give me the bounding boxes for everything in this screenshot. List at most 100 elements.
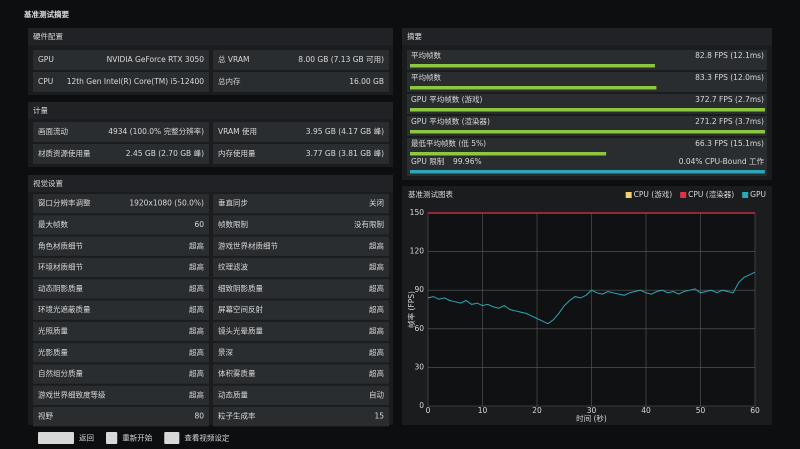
setting-label: 自然组分质量: [38, 368, 83, 378]
setting-value: 超高: [189, 262, 204, 272]
x-tick-label: 50: [696, 406, 706, 415]
setting-label: 游戏世界细致度等级: [38, 389, 106, 399]
y-tick-label: 90: [414, 285, 424, 294]
panel-title: 硬件配置: [33, 31, 63, 41]
y-tick-label: 150: [410, 208, 425, 217]
setting-label: 屏幕空间反射: [218, 304, 263, 314]
legend-label: GPU: [750, 190, 766, 199]
summary-label: GPU 限制: [411, 156, 444, 166]
setting-row: [213, 50, 389, 70]
setting-value: 超高: [369, 325, 384, 335]
fps-bar: [410, 86, 657, 90]
setting-label: 垂直同步: [218, 198, 248, 208]
summary-value: 372.7 FPS (2.7ms): [695, 95, 764, 104]
setting-label: 镜头光晕质量: [218, 325, 263, 335]
setting-value: 超高: [369, 240, 384, 250]
setting-value: 关闭: [369, 198, 384, 208]
setting-row: [33, 343, 209, 363]
footer-action: 重新开始: [122, 433, 152, 443]
setting-label: 窗口分辨率调整: [38, 198, 91, 208]
key-label: 撤离模式: [41, 433, 71, 443]
setting-row: [33, 300, 209, 320]
fps-bar: [410, 108, 765, 112]
setting-row: [213, 257, 389, 278]
setting-row: [33, 279, 209, 299]
footer-action: 返回: [79, 434, 94, 443]
setting-label: 环境光遮蔽质量: [38, 304, 91, 314]
setting-label: 细致阴影质量: [218, 283, 263, 293]
setting-row: [213, 279, 389, 299]
x-tick-label: 60: [750, 406, 760, 415]
panel-header: [402, 28, 772, 45]
setting-row: [213, 385, 389, 405]
gpu-limit-bar: [410, 170, 765, 174]
summary-label: 平均帧数: [411, 50, 441, 60]
fps-bar: [410, 130, 765, 134]
setting-value: 没有限制: [354, 219, 384, 229]
setting-label: 景深: [218, 348, 233, 357]
key-label: C: [109, 434, 114, 443]
setting-value: 超高: [189, 304, 204, 314]
setting-label: 环境材质细节: [38, 262, 83, 272]
setting-row: [213, 300, 389, 320]
setting-label: 内存使用量: [218, 148, 256, 158]
setting-row: [213, 144, 389, 164]
legend-swatch: [625, 192, 632, 198]
panel-header: [28, 28, 393, 45]
setting-value: 80: [194, 412, 204, 421]
setting-label: 画面流动: [38, 126, 68, 136]
legend-label: CPU (渲染器): [688, 189, 734, 199]
setting-label: 材质资源使用量: [38, 148, 91, 158]
y-tick-label: 30: [414, 362, 424, 371]
summary-value: 99.96%: [453, 157, 482, 166]
setting-value: 自动: [369, 389, 384, 399]
setting-label: 最大帧数: [38, 219, 68, 229]
y-tick-label: 120: [410, 247, 425, 256]
setting-row: [213, 321, 389, 342]
summary-value: 82.8 FPS (12.1ms): [695, 51, 764, 60]
setting-label: 动态阴影质量: [38, 283, 83, 293]
setting-value: 3.95 GB (4.17 GB 峰): [306, 126, 384, 136]
setting-row: [33, 194, 209, 214]
setting-row: [213, 194, 389, 214]
setting-row: [213, 215, 389, 235]
setting-value: 60: [194, 220, 204, 229]
key-badge: [106, 432, 118, 444]
panel-title: 计量: [33, 105, 48, 115]
y-tick-label: 60: [414, 324, 424, 333]
setting-value: 2.45 GB (2.70 GB 峰): [126, 148, 204, 158]
setting-label: 角色材质细节: [38, 240, 83, 250]
setting-value: 15: [374, 412, 384, 421]
legend-label: CPU (游戏): [634, 189, 673, 199]
setting-value: 超高: [369, 262, 384, 272]
setting-value: 超高: [189, 368, 204, 378]
setting-row: [33, 385, 209, 405]
summary-value: 66.3 FPS (15.1ms): [695, 139, 764, 148]
summary-value: 0.04% CPU-Bound 工作: [679, 156, 765, 166]
summary-label: 平均帧数: [411, 72, 441, 82]
chart-title: 基准测试图表: [408, 189, 453, 199]
setting-label: 游戏世界材质细节: [218, 240, 278, 250]
setting-value: NVIDIA GeForce RTX 3050: [107, 55, 205, 64]
fps-bar: [410, 64, 655, 68]
setting-row: [213, 343, 389, 363]
setting-row: [33, 321, 209, 342]
setting-label: 总 VRAM: [218, 54, 250, 64]
setting-value: 超高: [369, 347, 384, 357]
x-tick-label: 40: [641, 406, 651, 415]
setting-value: 3.77 GB (3.81 GB 峰): [306, 148, 384, 158]
panel-title: 视觉设置: [33, 178, 63, 188]
setting-label: VRAM 使用: [218, 126, 257, 136]
setting-row: [33, 407, 209, 427]
fps-bar: [410, 152, 607, 156]
legend-swatch: [742, 192, 749, 198]
x-tick-label: 10: [478, 406, 488, 415]
setting-row: [33, 144, 209, 164]
summary-label: 最低平均帧数 (低 5%): [411, 138, 486, 148]
legend-swatch: [680, 192, 687, 198]
setting-label: 视野: [38, 411, 53, 421]
y-tick-label: 0: [419, 401, 424, 410]
setting-row: [213, 236, 389, 256]
